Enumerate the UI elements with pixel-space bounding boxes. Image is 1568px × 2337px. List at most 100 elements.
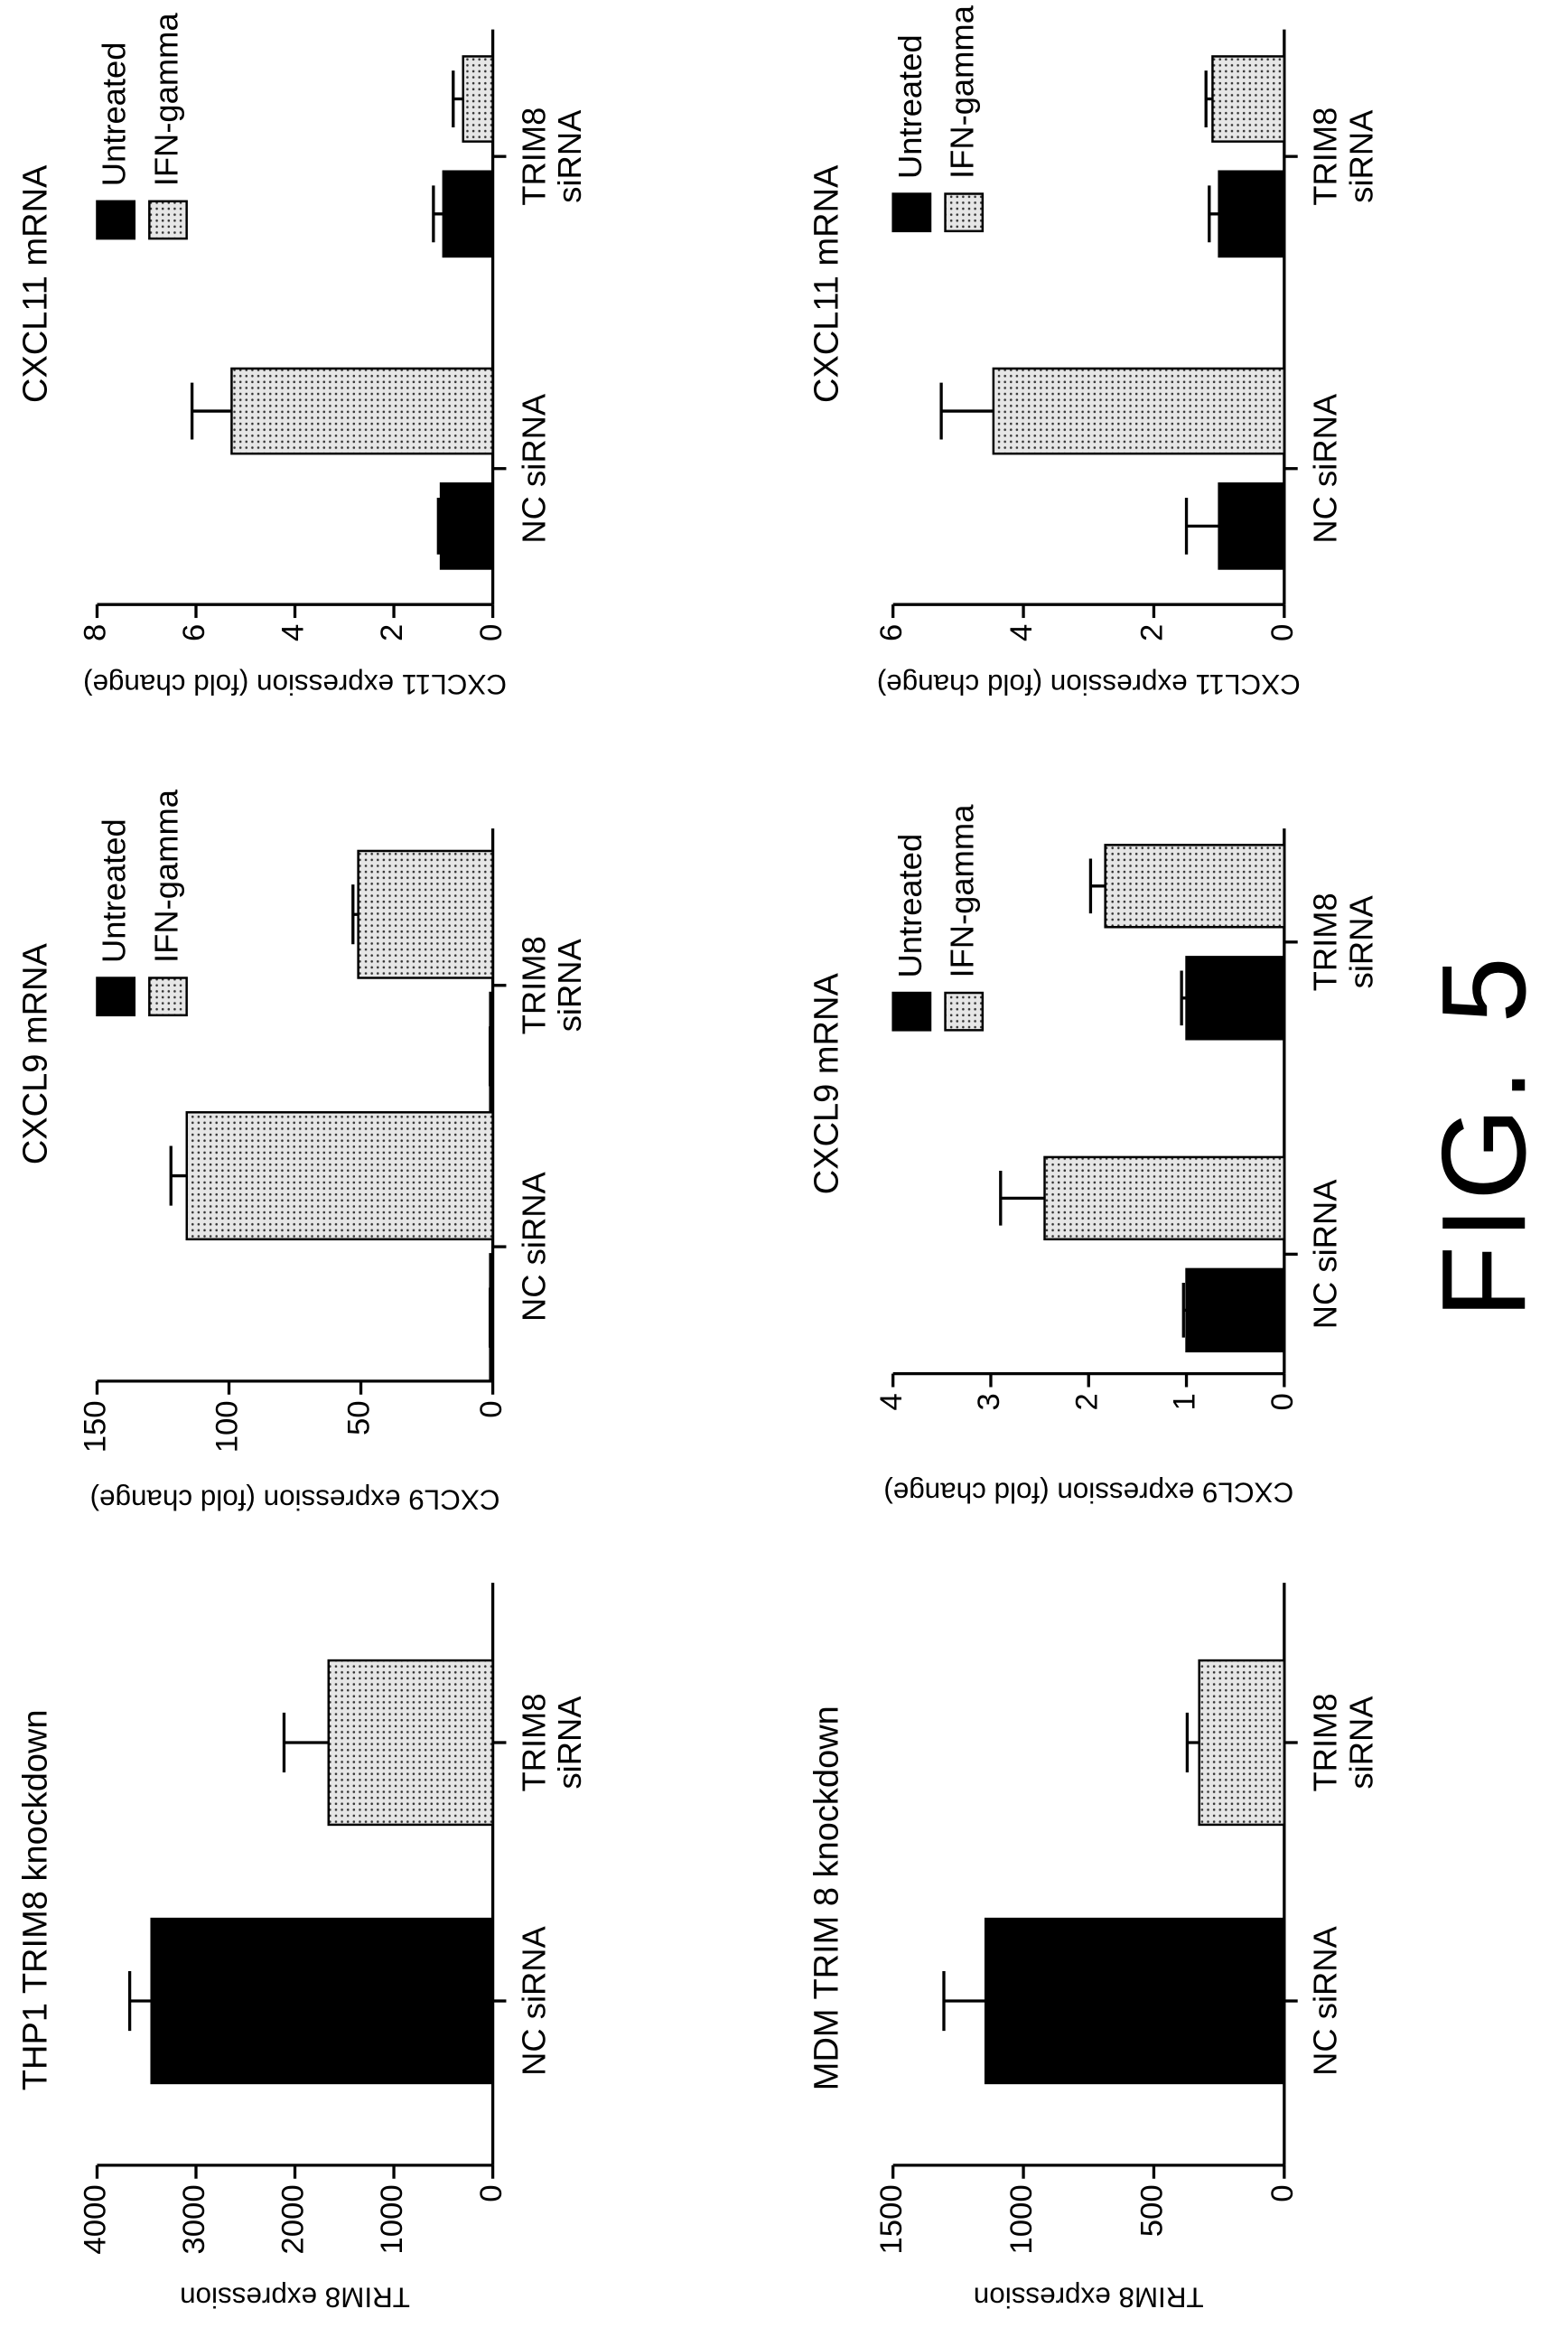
x-tick-label-text: TRIM8 siRNA [517,1638,589,1846]
bar [994,369,1284,453]
error-bar [944,1971,985,2031]
legend-label: IFN-gamma [944,5,981,179]
bar [1106,845,1284,927]
y-tick-label: 50 [342,1400,377,1435]
y-axis-label: CXCL11 expression (fold change) [83,668,507,700]
y-tick-label: 0 [1265,1393,1300,1410]
y-tick-label: 100 [210,1400,245,1453]
error-bar [434,185,443,242]
error-bar [192,383,232,440]
legend-label: IFN-gamma [147,789,184,963]
error-bar [284,1713,328,1772]
x-tick-label: NC siRNA [1308,1150,1397,1359]
y-tick-label: 3 [972,1393,1006,1410]
x-tick-label: NC siRNA [517,1142,606,1351]
y-tick-label: 2 [375,624,409,641]
y-tick-label: 3000 [177,2184,211,2254]
error-bar [1187,1713,1199,1772]
chart-title: CXCL9 mRNA [16,942,54,1164]
legend-swatch [97,977,134,1014]
legend-swatch [946,993,983,1030]
x-tick-label: NC siRNA [517,1896,606,2105]
bar [1219,483,1284,568]
bar [329,1660,493,1825]
y-tick-label: 0 [474,2184,509,2201]
bar [187,1112,493,1239]
y-tick-label: 1 [1168,1393,1202,1410]
y-tick-label: 2 [1069,1393,1104,1410]
chart-title: CXCL9 mRNA [808,973,846,1195]
legend-label: Untreated [891,834,929,978]
x-tick-label: TRIM8 siRNA [517,1638,606,1846]
figure-label: FIG. 5 [1417,951,1551,1319]
y-tick-label: 150 [79,1400,113,1453]
y-tick-label: 0 [474,1400,509,1417]
y-axis-label: CXCL9 expression (fold change) [90,1484,500,1516]
y-tick-label: 2 [1135,624,1170,641]
error-bar [1090,859,1105,914]
bar [231,369,492,453]
y-tick-label: 1000 [1004,2184,1039,2254]
y-axis-label: TRIM8 expression [180,2281,410,2313]
y-tick-label: 4 [1004,624,1039,641]
bar [463,56,493,141]
y-axis-label: TRIM8 expression [974,2281,1204,2313]
legend-swatch [149,977,186,1014]
bar [1212,56,1283,141]
bar [441,483,493,568]
bar [443,172,493,257]
error-bar [941,383,994,440]
y-axis-label: CXCL11 expression (fold change) [877,668,1301,700]
y-tick-label: 1000 [375,2184,409,2254]
chart-title: THP1 TRIM8 knockdown [16,1709,54,2090]
legend-label: Untreated [96,42,133,187]
error-bar [171,1145,187,1205]
y-tick-label: 500 [1135,2184,1170,2237]
y-tick-label: 4 [276,624,311,641]
chart-title: CXCL11 mRNA [16,164,54,403]
error-bar [1209,185,1219,242]
legend-swatch [893,993,930,1030]
bar [985,1919,1284,2083]
bar [1199,1660,1284,1825]
x-tick-label-text: NC siRNA [1308,1896,1344,2105]
x-tick-label: TRIM8 siRNA [1308,1638,1397,1846]
x-tick-label-text: TRIM8 siRNA [1308,837,1380,1046]
x-tick-label: TRIM8 siRNA [1308,51,1397,260]
error-bar [453,70,463,127]
y-axis-label: CXCL9 expression (fold change) [883,1476,1293,1508]
x-tick-label-text: TRIM8 siRNA [517,51,589,260]
legend-label: Untreated [96,818,133,963]
y-tick-label: 4000 [79,2184,113,2254]
y-tick-label: 0 [474,624,509,641]
y-tick-label: 8 [79,624,113,641]
legend-swatch [97,201,134,238]
x-tick-label-text: TRIM8 siRNA [1308,1638,1380,1846]
legend-swatch [946,194,983,231]
x-tick-label: NC siRNA [1308,364,1397,573]
x-tick-label: NC siRNA [1308,1896,1397,2105]
error-bar [130,1971,152,2031]
y-tick-label: 1500 [874,2184,909,2254]
x-tick-label: TRIM8 siRNA [517,881,606,1089]
figure-page: FIG. 5 THP1 TRIM8 knockdown TRIM8 express… [16,5,1551,2313]
y-tick-label: 6 [177,624,211,641]
chart-title: MDM TRIM 8 knockdown [808,1706,846,2090]
y-tick-label: 4 [874,1393,909,1410]
bar [1187,957,1284,1039]
x-tick-label-text: NC siRNA [1308,1150,1344,1359]
y-tick-label: 0 [1265,2184,1300,2201]
x-tick-label: TRIM8 siRNA [1308,837,1397,1046]
legend-swatch [149,201,186,238]
x-tick-label: NC siRNA [517,364,606,573]
y-tick-label: 6 [874,624,909,641]
legend-swatch [893,194,930,231]
x-tick-label-text: TRIM8 siRNA [1308,51,1380,260]
legend-label: Untreated [891,34,929,179]
x-tick-label-text: NC siRNA [517,1142,553,1351]
error-bar [1187,498,1219,555]
chart-title: CXCL11 mRNA [808,164,846,403]
error-bar [1001,1171,1045,1226]
x-tick-label-text: NC siRNA [517,364,553,573]
